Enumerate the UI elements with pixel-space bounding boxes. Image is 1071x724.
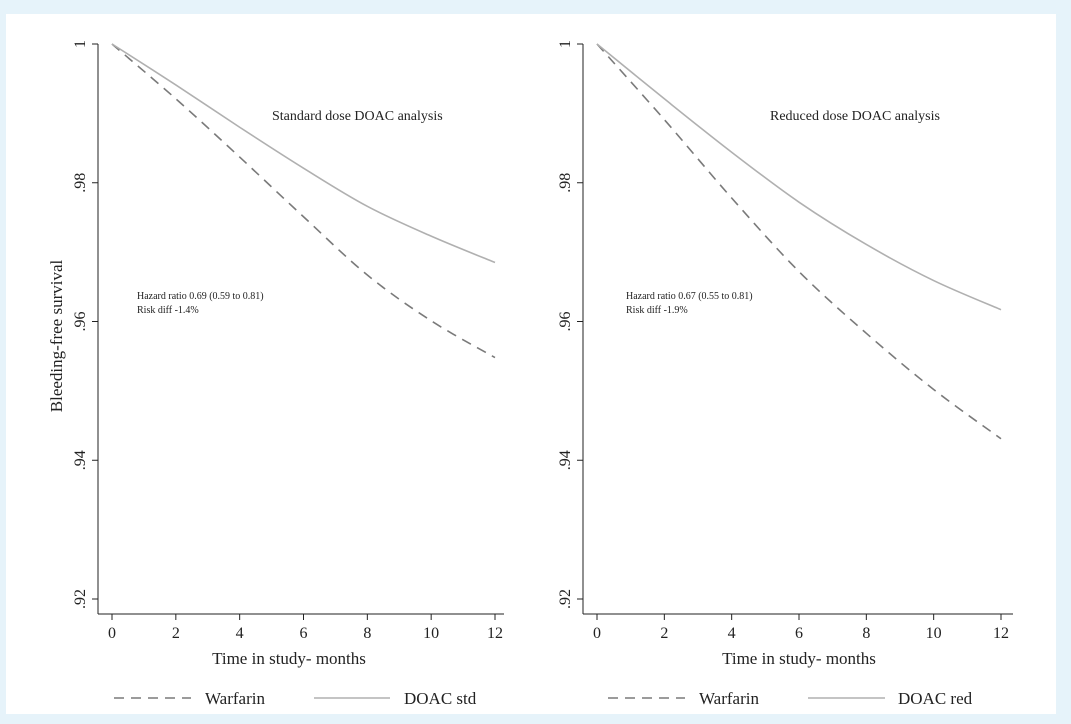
- legend-label-doac-std: DOAC std: [404, 689, 477, 708]
- series-line-warfarin: [111, 43, 496, 359]
- y-ticks: .92 .94 .96 .98 1: [72, 40, 98, 609]
- x-tick-label: 0: [108, 625, 116, 642]
- x-tick-label: 8: [862, 625, 870, 642]
- x-axis-title: Time in study- months: [722, 649, 876, 668]
- legend-label-warfarin: Warfarin: [205, 689, 265, 708]
- panel-title: Reduced dose DOAC analysis: [770, 109, 940, 124]
- risk-diff-annotation: Risk diff -1.9%: [626, 305, 688, 316]
- y-tick-label: .92: [557, 589, 574, 609]
- legend: Warfarin DOAC red: [608, 689, 973, 708]
- km-chart-figure: .92.94.96.981 0 2 4 6 8 10 12 Standard dose DO…: [47, 40, 1013, 708]
- x-tick-label: 0: [593, 625, 601, 642]
- y-tick-label: .92: [72, 589, 89, 609]
- series-line-doac-red: [596, 43, 1002, 311]
- panel-standard-dose: .92 .94 .96 .98 1 0 2 4 6 8 10 12 Standard dose DO…: [47, 40, 504, 708]
- x-axis-title: Time in study- months: [212, 649, 366, 668]
- x-tick-label: 6: [300, 625, 308, 642]
- x-tick-label: 10: [423, 625, 439, 642]
- x-tick-label: 4: [728, 625, 736, 642]
- series-line-warfarin: [596, 43, 1002, 440]
- y-tick-label: .98: [72, 173, 89, 193]
- risk-diff-annotation: Risk diff -1.4%: [137, 305, 199, 316]
- x-tick-label: 4: [236, 625, 244, 642]
- x-ticks: 0 2 4 6 8 10 12: [108, 614, 503, 642]
- x-tick-label: 6: [795, 625, 803, 642]
- figure: .92.94.96.98 1 0 2 4 6 8 10 12 Standard dose DO…: [6, 14, 1056, 714]
- legend: Warfarin DOAC std: [114, 689, 477, 708]
- x-tick-label: 2: [172, 625, 180, 642]
- series-lines: [111, 43, 496, 359]
- y-tick-label: 1: [557, 40, 574, 48]
- series-lines: [596, 43, 1002, 440]
- panel-title: Standard dose DOAC analysis: [272, 109, 443, 124]
- x-tick-label: 2: [660, 625, 668, 642]
- legend-label-warfarin: Warfarin: [699, 689, 759, 708]
- y-tick-label: 1: [72, 40, 89, 48]
- x-ticks: 0 2 4 6 8 10 12: [593, 614, 1009, 642]
- y-ticks: .92 .94 .96 .98 1: [557, 40, 583, 609]
- y-tick-label: .94: [72, 450, 89, 470]
- hazard-ratio-annotation: Hazard ratio 0.69 (0.59 to 0.81): [137, 291, 264, 302]
- x-tick-label: 12: [487, 625, 503, 642]
- x-tick-label: 10: [926, 625, 942, 642]
- x-tick-label: 8: [363, 625, 371, 642]
- panel-reduced-dose: .92 .94 .96 .98 1 0 2 4 6 8 10 12 Reduced dose DOA…: [557, 40, 1013, 708]
- y-tick-label: .98: [557, 173, 574, 193]
- y-tick-label: .96: [557, 312, 574, 332]
- x-tick-label: 12: [993, 625, 1009, 642]
- y-axis-title: Bleeding-free survival: [47, 259, 66, 412]
- series-line-doac-std: [111, 43, 496, 264]
- y-tick-label: .94: [557, 450, 574, 470]
- legend-label-doac-red: DOAC red: [898, 689, 973, 708]
- y-tick-label: .96: [72, 312, 89, 332]
- hazard-ratio-annotation: Hazard ratio 0.67 (0.55 to 0.81): [626, 291, 753, 302]
